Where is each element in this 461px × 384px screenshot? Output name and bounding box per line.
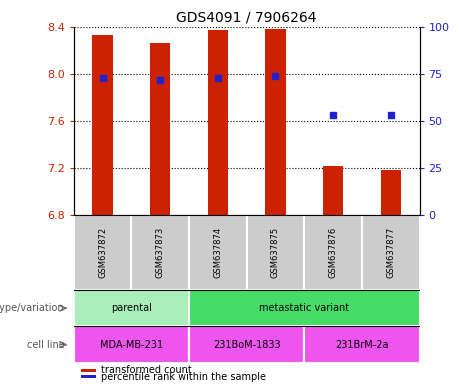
Text: GSM637877: GSM637877 bbox=[386, 227, 395, 278]
Bar bbox=[93, 35, 112, 215]
Bar bbox=[381, 170, 401, 215]
Text: cell line: cell line bbox=[27, 339, 65, 350]
Bar bbox=[189, 290, 420, 326]
Bar bbox=[74, 215, 131, 290]
Text: MDA-MB-231: MDA-MB-231 bbox=[100, 339, 163, 350]
Bar bbox=[150, 43, 170, 215]
Text: GSM637875: GSM637875 bbox=[271, 227, 280, 278]
Text: 231BrM-2a: 231BrM-2a bbox=[335, 339, 389, 350]
Bar bbox=[131, 215, 189, 290]
Text: GSM637874: GSM637874 bbox=[213, 227, 222, 278]
Text: parental: parental bbox=[111, 303, 152, 313]
Text: percentile rank within the sample: percentile rank within the sample bbox=[101, 372, 266, 382]
Bar bbox=[74, 290, 189, 326]
Text: metastatic variant: metastatic variant bbox=[259, 303, 349, 313]
Bar bbox=[208, 30, 228, 215]
Bar bbox=[304, 326, 420, 363]
Title: GDS4091 / 7906264: GDS4091 / 7906264 bbox=[177, 10, 317, 24]
Bar bbox=[74, 326, 189, 363]
Bar bbox=[362, 215, 420, 290]
Text: GSM637876: GSM637876 bbox=[329, 227, 337, 278]
Bar bbox=[304, 215, 362, 290]
Bar bbox=[189, 326, 304, 363]
Bar bbox=[247, 215, 304, 290]
Text: GSM637872: GSM637872 bbox=[98, 227, 107, 278]
Bar bbox=[81, 375, 96, 378]
Bar bbox=[323, 166, 343, 215]
Bar bbox=[189, 215, 247, 290]
Bar bbox=[81, 369, 96, 372]
Bar bbox=[266, 29, 285, 215]
Text: genotype/variation: genotype/variation bbox=[0, 303, 65, 313]
Text: GSM637873: GSM637873 bbox=[156, 227, 165, 278]
Text: transformed count: transformed count bbox=[101, 366, 192, 376]
Text: 231BoM-1833: 231BoM-1833 bbox=[213, 339, 280, 350]
